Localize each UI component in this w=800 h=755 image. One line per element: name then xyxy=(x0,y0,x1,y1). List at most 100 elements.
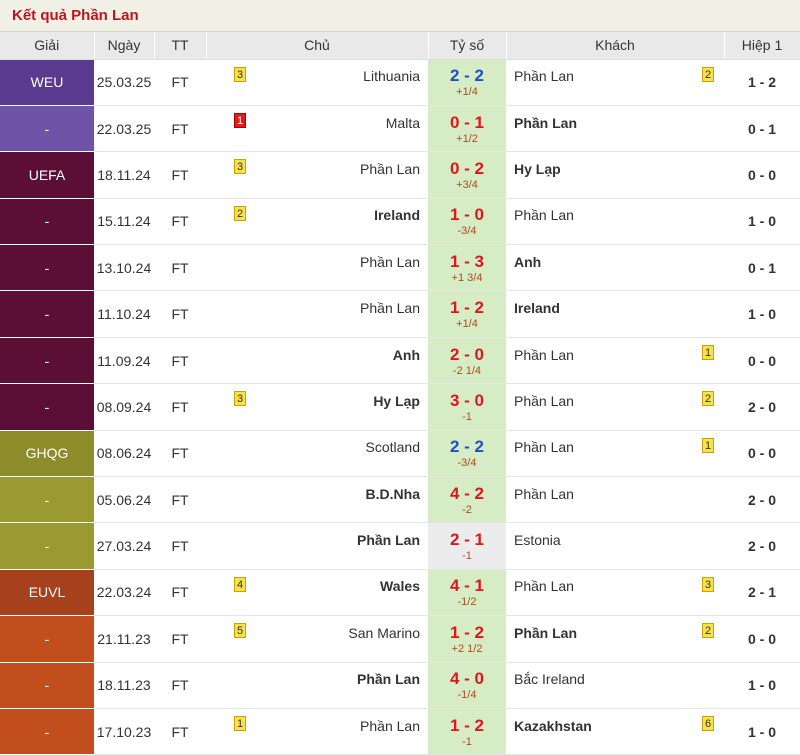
home-team[interactable]: Anh xyxy=(392,346,420,363)
league-label[interactable]: - xyxy=(44,259,50,276)
score-cell[interactable]: 2 - 2 -3/4 xyxy=(428,430,506,478)
home-team[interactable]: San Marino xyxy=(348,624,420,641)
league-cell[interactable]: - xyxy=(0,708,94,755)
league-cell[interactable]: WEU xyxy=(0,59,94,106)
score-cell[interactable]: 0 - 1 +1/2 xyxy=(428,105,506,153)
header-home[interactable]: Chủ xyxy=(206,32,429,60)
league-label[interactable]: - xyxy=(44,213,50,230)
header-score[interactable]: Tỷ số xyxy=(428,32,507,60)
score-cell[interactable]: 2 - 2 +1/4 xyxy=(428,59,506,106)
final-score[interactable]: 1 - 2 xyxy=(449,622,485,642)
away-team[interactable]: Phần Lan xyxy=(514,578,574,595)
league-label[interactable]: EUVL xyxy=(28,584,66,601)
table-row[interactable]: - 05.06.24 FT B.D.Nha 4 - 2 -2 Phần Lan 2 - 0 xyxy=(0,476,800,524)
table-row[interactable]: EUVL 22.03.24 FT 4 Wales 4 - 1 -1/2 Phần Lan 3 2 … xyxy=(0,569,800,617)
away-team[interactable]: Hy Lạp xyxy=(514,160,561,177)
league-label[interactable]: - xyxy=(44,352,50,369)
final-score[interactable]: 4 - 2 xyxy=(449,483,485,503)
final-score[interactable]: 3 - 0 xyxy=(449,390,485,410)
away-team[interactable]: Phần Lan xyxy=(514,485,574,502)
final-score[interactable]: 1 - 0 xyxy=(449,205,485,225)
league-cell[interactable]: - xyxy=(0,198,94,246)
table-row[interactable]: WEU 25.03.25 FT 3 Lithuania 2 - 2 +1/4 Phần Lan… xyxy=(0,59,800,106)
home-team[interactable]: Phần Lan xyxy=(356,671,420,688)
league-cell[interactable]: - xyxy=(0,522,94,570)
away-team[interactable]: Anh xyxy=(514,253,542,270)
league-label[interactable]: WEU xyxy=(30,74,64,91)
league-cell[interactable]: - xyxy=(0,662,94,709)
home-team[interactable]: B.D.Nha xyxy=(365,485,420,502)
home-team[interactable]: Wales xyxy=(380,578,420,595)
away-team[interactable]: Ireland xyxy=(514,300,560,317)
league-cell[interactable]: - xyxy=(0,290,94,338)
score-cell[interactable]: 4 - 1 -1/2 xyxy=(428,569,506,617)
final-score[interactable]: 4 - 0 xyxy=(449,669,485,689)
league-label[interactable]: - xyxy=(44,630,50,647)
score-cell[interactable]: 2 - 1 -1 xyxy=(428,522,506,570)
table-row[interactable]: - 17.10.23 FT 1 Phần Lan 1 - 2 -1 Kazakhstan 6 1 … xyxy=(0,708,800,755)
home-team[interactable]: Ireland xyxy=(374,207,420,224)
table-row[interactable]: - 11.09.24 FT Anh 2 - 0 -2 1/4 Phần Lan 1 0 - 0 xyxy=(0,337,800,385)
table-row[interactable]: -22.03.25 FT 1 Malta 0 - 1 +1/2 Phần Lan 0 - 1 xyxy=(0,105,800,153)
table-row[interactable]: - 11.10.24 FT Phần Lan 1 - 2 +1/4 Ireland 1 - 0 xyxy=(0,290,800,338)
final-score[interactable]: 2 - 1 xyxy=(449,530,485,550)
score-cell[interactable]: 0 - 2 +3/4 xyxy=(428,151,506,199)
home-team[interactable]: Phần Lan xyxy=(356,532,420,549)
away-team[interactable]: Phần Lan xyxy=(514,114,578,131)
final-score[interactable]: 1 - 3 xyxy=(449,251,485,271)
league-label[interactable]: - xyxy=(44,306,50,323)
league-label[interactable]: - xyxy=(44,398,50,415)
league-cell[interactable]: - xyxy=(0,615,94,663)
home-team[interactable]: Malta xyxy=(385,114,420,131)
away-team[interactable]: Kazakhstan xyxy=(514,717,592,734)
away-team[interactable]: Phần Lan xyxy=(514,624,578,641)
league-label[interactable]: - xyxy=(44,677,50,694)
score-cell[interactable]: 1 - 2 +2 1/2 xyxy=(428,615,506,663)
table-row[interactable]: GHQG 08.06.24 FT Scotland 2 - 2 -3/4 Phần Lan 1… xyxy=(0,430,800,478)
score-cell[interactable]: 4 - 0 -1/4 xyxy=(428,662,506,709)
league-cell[interactable]: UEFA xyxy=(0,151,94,199)
final-score[interactable]: 2 - 2 xyxy=(449,437,485,457)
score-cell[interactable]: 3 - 0 -1 xyxy=(428,383,506,431)
league-label[interactable]: UEFA xyxy=(28,166,66,183)
league-cell[interactable]: - xyxy=(0,105,94,153)
away-team[interactable]: Bắc Ireland xyxy=(514,671,585,688)
final-score[interactable]: 2 - 0 xyxy=(449,344,485,364)
away-team[interactable]: Phần Lan xyxy=(514,68,574,85)
score-cell[interactable]: 2 - 0 -2 1/4 xyxy=(428,337,506,385)
home-team[interactable]: Phần Lan xyxy=(360,160,420,177)
final-score[interactable]: 4 - 1 xyxy=(449,576,485,596)
header-league[interactable]: Giải xyxy=(0,32,95,60)
score-cell[interactable]: 1 - 2 -1 xyxy=(428,708,506,755)
final-score[interactable]: 0 - 2 xyxy=(449,158,485,178)
score-cell[interactable]: 1 - 2 +1/4 xyxy=(428,290,506,338)
table-row[interactable]: - 27.03.24 FT Phần Lan 2 - 1 -1 Estonia 2 - 0 xyxy=(0,522,800,570)
header-halftime[interactable]: Hiệp 1 xyxy=(724,32,800,60)
league-cell[interactable]: - xyxy=(0,244,94,292)
away-team[interactable]: Phần Lan xyxy=(514,439,574,456)
table-row[interactable]: -15.11.24 FT 2 Ireland 1 - 0 -3/4 Phần Lan 1 - … xyxy=(0,198,800,246)
table-row[interactable]: - 18.11.23 FT Phần Lan 4 - 0 -1/4 Bắc Ireland 1… xyxy=(0,662,800,709)
table-row[interactable]: - 08.09.24 FT 3 Hy Lạp 3 - 0 -1 Phần Lan 2 2 - 0 xyxy=(0,383,800,431)
home-team[interactable]: Phần Lan xyxy=(360,300,420,317)
home-team[interactable]: Lithuania xyxy=(363,68,420,85)
home-team[interactable]: Scotland xyxy=(365,439,420,456)
header-status[interactable]: TT xyxy=(154,32,207,60)
final-score[interactable]: 1 - 2 xyxy=(449,298,485,318)
final-score[interactable]: 0 - 1 xyxy=(449,112,485,132)
league-cell[interactable]: EUVL xyxy=(0,569,94,617)
home-team[interactable]: Hy Lạp xyxy=(373,392,420,409)
table-row[interactable]: -21.11.23 FT 5 San Marino 1 - 2 +2 1/2 Phần La… xyxy=(0,615,800,663)
away-team[interactable]: Phần Lan xyxy=(514,392,574,409)
home-team[interactable]: Phần Lan xyxy=(360,253,420,270)
score-cell[interactable]: 1 - 0 -3/4 xyxy=(428,198,506,246)
away-team[interactable]: Estonia xyxy=(514,532,561,549)
header-away[interactable]: Khách xyxy=(506,32,725,60)
score-cell[interactable]: 4 - 2 -2 xyxy=(428,476,506,524)
score-cell[interactable]: 1 - 3 +1 3/4 xyxy=(428,244,506,292)
away-team[interactable]: Phần Lan xyxy=(514,346,574,363)
league-label[interactable]: - xyxy=(44,538,50,555)
table-row[interactable]: - 13.10.24 FT Phần Lan 1 - 3 +1 3/4 Anh 0 - 1 xyxy=(0,244,800,292)
final-score[interactable]: 1 - 2 xyxy=(449,715,485,735)
league-cell[interactable]: - xyxy=(0,337,94,385)
